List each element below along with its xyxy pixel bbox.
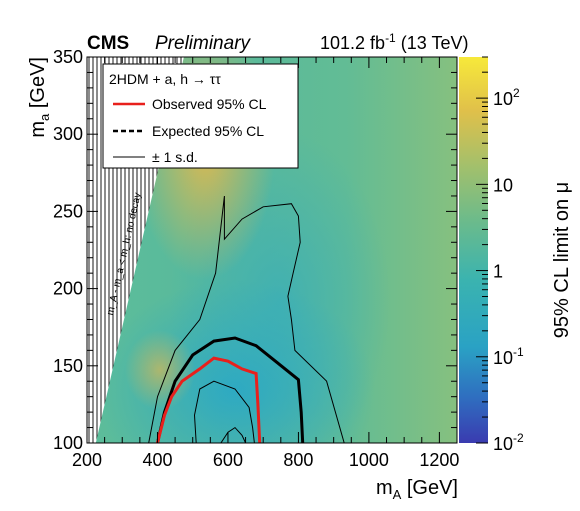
x-tick-label: 1200 bbox=[419, 450, 459, 470]
y-tick-label: 100 bbox=[53, 433, 83, 453]
z-colorbar bbox=[459, 57, 488, 443]
status-label: Preliminary bbox=[155, 33, 252, 54]
experiment-label: CMS bbox=[87, 33, 129, 54]
z-axis-ticks: 10-2 10-1 1 10 102 bbox=[476, 56, 524, 454]
plot-frame bbox=[86, 56, 458, 444]
y-tick-label: 350 bbox=[53, 47, 83, 67]
band-plus-1sd-contour bbox=[148, 195, 345, 443]
x-tick-label: 1000 bbox=[349, 450, 389, 470]
legend-expected-label: Expected 95% CL bbox=[152, 123, 264, 139]
band-minus-1sd-contour bbox=[193, 380, 255, 443]
legend-observed-label: Observed 95% CL bbox=[152, 96, 267, 112]
x-tick-label: 200 bbox=[72, 450, 102, 470]
observed-limit-contour bbox=[156, 356, 262, 443]
band-minus-1sd-contour-lower bbox=[220, 426, 247, 443]
z-tick-label: 10 bbox=[493, 175, 513, 195]
y-axis-title: ma [GeV] bbox=[27, 57, 52, 138]
y-tick-label: 250 bbox=[53, 201, 83, 221]
expected-limit-contour bbox=[156, 336, 305, 443]
z-tick-label: 102 bbox=[493, 86, 520, 109]
y-tick-label: 150 bbox=[53, 356, 83, 376]
lumi-value: 101.2 fb bbox=[320, 33, 385, 53]
z-tick-label: 10-2 bbox=[493, 431, 524, 454]
legend-title: 2HDM + a, h → ττ bbox=[109, 71, 221, 87]
legend-box bbox=[102, 63, 299, 169]
z-axis-title: 95% CL limit on μ bbox=[551, 182, 573, 338]
axis-ticks: 200 400 600 800 1000 1200 100 150 200 250 300 350 bbox=[53, 47, 459, 470]
heatmap-high-region-2 bbox=[125, 330, 195, 410]
x-tick-label: 400 bbox=[142, 450, 172, 470]
legend-band-label: ± 1 s.d. bbox=[152, 149, 198, 165]
x-axis-title: mA [GeV] bbox=[376, 477, 458, 502]
legend: 2HDM + a, h → ττ Observed 95% CL Expecte… bbox=[102, 63, 299, 169]
lumi-exponent: -1 bbox=[385, 31, 396, 45]
lumi-label: 101.2 fb-1 (13 TeV) bbox=[320, 31, 468, 53]
y-tick-label: 200 bbox=[53, 279, 83, 299]
z-tick-label: 10-1 bbox=[493, 345, 524, 368]
lumi-energy: (13 TeV) bbox=[401, 33, 469, 53]
z-tick-label: 1 bbox=[493, 262, 503, 282]
x-tick-label: 600 bbox=[213, 450, 243, 470]
x-tick-label: 800 bbox=[283, 450, 313, 470]
y-tick-label: 300 bbox=[53, 124, 83, 144]
